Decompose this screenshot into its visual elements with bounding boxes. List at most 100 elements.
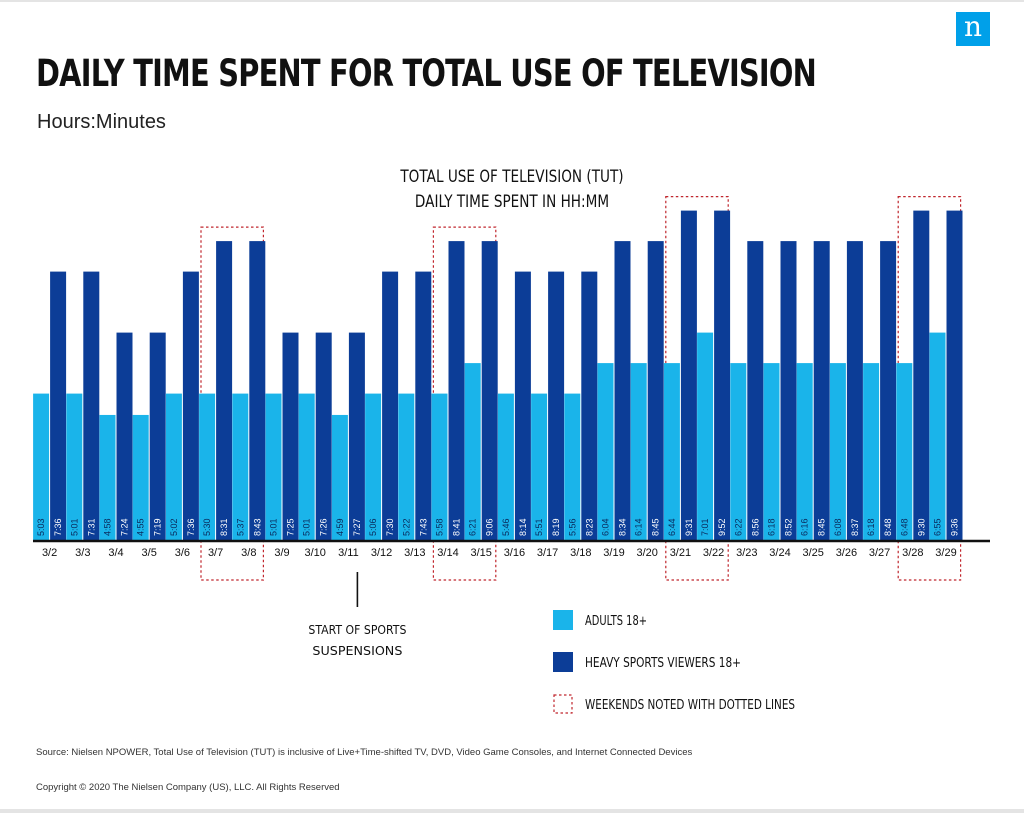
adults-value-label: 4:55 — [136, 518, 146, 536]
x-tick-label: 3/12 — [371, 547, 392, 559]
adults-value-label: 6:44 — [667, 518, 677, 536]
adults-bar-3-20 — [630, 363, 647, 540]
sports-value-label: 7:27 — [352, 518, 362, 536]
legend-label-2: HEAVY SPORTS VIEWERS 18+ — [585, 656, 741, 671]
adults-bar-3-29 — [929, 332, 946, 540]
legend-swatch-1 — [553, 610, 573, 630]
x-tick-label: 3/27 — [869, 547, 890, 559]
x-tick-label: 3/19 — [603, 547, 624, 559]
adults-value-label: 5:02 — [169, 518, 179, 536]
page-title: DAILY TIME SPENT FOR TOTAL USE OF TELEVI… — [36, 52, 817, 95]
sports-bar-3-27 — [880, 241, 897, 540]
adults-bar-3-16 — [497, 393, 514, 540]
adults-value-label: 5:01 — [69, 518, 79, 536]
adults-value-label: 5:22 — [401, 518, 411, 536]
x-tick-label: 3/14 — [437, 547, 458, 559]
x-tick-label: 3/8 — [241, 547, 256, 559]
chart-title-line2: DAILY TIME SPENT IN HH:MM — [414, 192, 610, 212]
x-tick-label: 3/4 — [108, 547, 123, 559]
weekend-box-4 — [897, 196, 962, 581]
x-tick-label: 3/28 — [902, 547, 923, 559]
sports-value-label: 9:31 — [684, 518, 694, 536]
adults-value-label: 6:21 — [468, 518, 478, 536]
sports-value-label: 7:36 — [186, 518, 196, 536]
adults-value-label: 6:04 — [601, 518, 611, 536]
x-tick-label: 3/10 — [304, 547, 325, 559]
adults-bar-3-28 — [896, 363, 913, 540]
x-tick-label: 3/24 — [769, 547, 790, 559]
x-tick-label: 3/2 — [42, 547, 57, 559]
tut-bar-chart: 5:03 7:36 3/2 5:01 7:31 3/3 4:58 7:24 3/4 4:55 7:1… — [33, 196, 990, 714]
adults-value-label: 6:16 — [800, 518, 810, 536]
sports-value-label: 8:43 — [252, 518, 262, 536]
adults-bar-3-24 — [763, 363, 780, 540]
sports-bar-3-25 — [813, 241, 830, 540]
adults-bar-3-2 — [33, 393, 50, 540]
adults-bar-3-26 — [829, 363, 846, 540]
top-border — [0, 0, 1024, 2]
chart-title: TOTAL USE OF TELEVISION (TUT) DAILY TIME… — [392, 165, 632, 215]
page-subtitle: Hours:Minutes — [37, 111, 166, 133]
sports-bar-3-9 — [282, 332, 299, 540]
x-tick-label: 3/20 — [636, 547, 657, 559]
adults-value-label: 5:37 — [235, 518, 245, 536]
sports-bar-3-10 — [315, 332, 332, 540]
annotation-line1: START OF SPORTS — [308, 622, 406, 637]
x-tick-label: 3/5 — [142, 547, 157, 559]
sports-value-label: 8:52 — [784, 518, 794, 536]
adults-value-label: 6:22 — [733, 518, 743, 536]
sports-bar-3-6 — [182, 271, 199, 540]
adults-bar-3-15 — [464, 363, 481, 540]
sports-value-label: 8:41 — [452, 518, 462, 536]
sports-bar-3-18 — [581, 271, 598, 540]
adults-value-label: 5:01 — [302, 518, 312, 536]
sports-bar-3-12 — [382, 271, 399, 540]
sports-bar-3-11 — [348, 332, 365, 540]
sports-bar-3-29 — [946, 210, 963, 540]
sports-bar-3-15 — [481, 241, 498, 540]
x-tick-label: 3/21 — [670, 547, 691, 559]
source-note: Source: Nielsen NPOWER, Total Use of Tel… — [36, 747, 693, 758]
adults-bar-3-17 — [531, 393, 548, 540]
adults-bar-3-22 — [697, 332, 714, 540]
sports-value-label: 9:36 — [950, 518, 960, 536]
sports-value-label: 7:43 — [418, 518, 428, 536]
x-tick-label: 3/22 — [703, 547, 724, 559]
sports-value-label: 7:25 — [286, 518, 296, 536]
adults-bar-3-3 — [66, 393, 83, 540]
x-tick-label: 3/17 — [537, 547, 558, 559]
sports-bar-3-2 — [50, 271, 67, 540]
adults-bar-3-21 — [663, 363, 680, 540]
sports-value-label: 8:23 — [584, 518, 594, 536]
sports-bar-3-24 — [780, 241, 797, 540]
sports-value-label: 8:31 — [219, 518, 229, 536]
weekend-box-3 — [665, 196, 729, 581]
adults-value-label: 5:06 — [368, 518, 378, 536]
adults-value-label: 5:56 — [567, 518, 577, 536]
adults-value-label: 5:46 — [501, 518, 511, 536]
sports-bar-3-7 — [216, 241, 233, 540]
sports-value-label: 9:52 — [717, 518, 727, 536]
sports-bar-3-5 — [149, 332, 166, 540]
legend-swatch-2 — [553, 652, 573, 672]
adults-value-label: 4:58 — [103, 518, 113, 536]
sports-value-label: 8:37 — [850, 518, 860, 536]
x-tick-label: 3/29 — [935, 547, 956, 559]
adults-bar-3-19 — [597, 363, 614, 540]
sports-value-label: 7:31 — [86, 518, 96, 536]
sports-value-label: 8:56 — [750, 518, 760, 536]
adults-bar-3-13 — [398, 393, 415, 540]
sports-bar-3-21 — [680, 210, 697, 540]
adults-value-label: 5:58 — [435, 518, 445, 536]
sports-value-label: 7:24 — [120, 518, 130, 536]
sports-bar-3-23 — [747, 241, 764, 540]
adults-bar-3-10 — [298, 393, 315, 540]
adults-bar-3-23 — [730, 363, 747, 540]
x-tick-label: 3/25 — [802, 547, 823, 559]
adults-bar-3-11 — [331, 414, 348, 540]
adults-value-label: 5:30 — [202, 518, 212, 536]
weekend-box-2 — [432, 226, 497, 581]
sports-value-label: 8:48 — [883, 518, 893, 536]
adults-bar-3-4 — [99, 414, 116, 540]
x-tick-label: 3/6 — [175, 547, 190, 559]
